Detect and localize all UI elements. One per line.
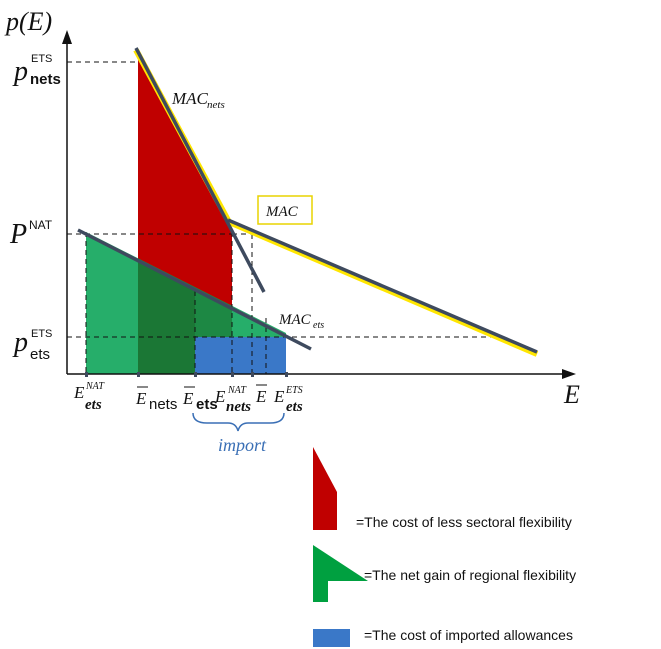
price-label-p-nets: p ETS nets [12,53,61,88]
mac-nets-curve [134,47,266,293]
import-label: import [218,435,267,455]
svg-text:ets: ets [286,399,303,415]
svg-text:ets: ets [313,320,324,331]
x-axis-title: E [563,380,580,409]
mac-label-box [257,195,313,225]
svg-text:MAC: MAC [171,89,209,108]
legend-red-text: =The cost of less sectoral flexibility [356,514,572,530]
legend-red-swatch [313,447,337,530]
mac-ets-curve [77,228,312,351]
svg-text:ets: ets [196,396,218,413]
legend: =The cost of less sectoral flexibility =… [313,447,576,647]
x-tick-marks [85,372,288,377]
svg-text:E: E [73,383,85,402]
x-label-e-nets-nat: E NAT nets [214,385,251,415]
y-axis-title: p(E) [4,7,52,36]
svg-text:p: p [12,327,28,358]
svg-text:p: p [12,56,28,87]
x-label-e-ets-ets: E ETS ets [273,385,303,415]
svg-text:ETS: ETS [31,53,52,65]
legend-blue-swatch [313,629,350,647]
svg-text:E: E [214,387,226,406]
svg-text:nets: nets [207,99,225,111]
mac-upper-curve [227,218,538,354]
svg-text:E: E [135,389,147,408]
curve-label-mac-nets: MAC nets [171,89,225,111]
price-label-p-nat: P NAT [9,218,53,250]
x-label-e-ets-bar: E ets [182,386,218,413]
svg-text:P: P [9,219,27,250]
x-label-e-bar: E [255,384,267,406]
svg-text:E: E [255,387,267,406]
dark-overlap-area [138,262,195,374]
legend-green-swatch [313,545,368,602]
legend-green-text: =The net gain of regional flexibility [364,567,576,583]
svg-text:ets: ets [85,397,102,413]
svg-text:nets: nets [30,71,61,88]
import-brace [192,412,285,432]
curve-label-mac-ets: MAC ets [278,312,324,331]
svg-text:NAT: NAT [227,385,247,396]
svg-text:NAT: NAT [29,218,53,232]
svg-text:MAC: MAC [278,312,312,328]
svg-text:E: E [182,389,194,408]
curve-label-mac: MAC [265,204,299,220]
svg-text:nets: nets [226,399,251,415]
svg-text:ETS: ETS [31,328,52,340]
y-axis-arrow-icon [62,30,72,44]
svg-text:ETS: ETS [285,385,303,396]
legend-blue-text: =The cost of imported allowances [364,627,573,643]
svg-text:nets: nets [149,396,177,413]
blue-area-imported-allowances [195,337,286,374]
svg-text:E: E [273,387,285,406]
price-label-p-ets: p ETS ets [12,327,52,363]
x-label-e-ets-nat: E NAT ets [73,381,105,413]
x-label-e-nets-bar: E nets [135,386,177,413]
svg-text:NAT: NAT [85,381,105,392]
x-axis-arrow-icon [562,369,576,379]
svg-text:ets: ets [30,346,50,363]
